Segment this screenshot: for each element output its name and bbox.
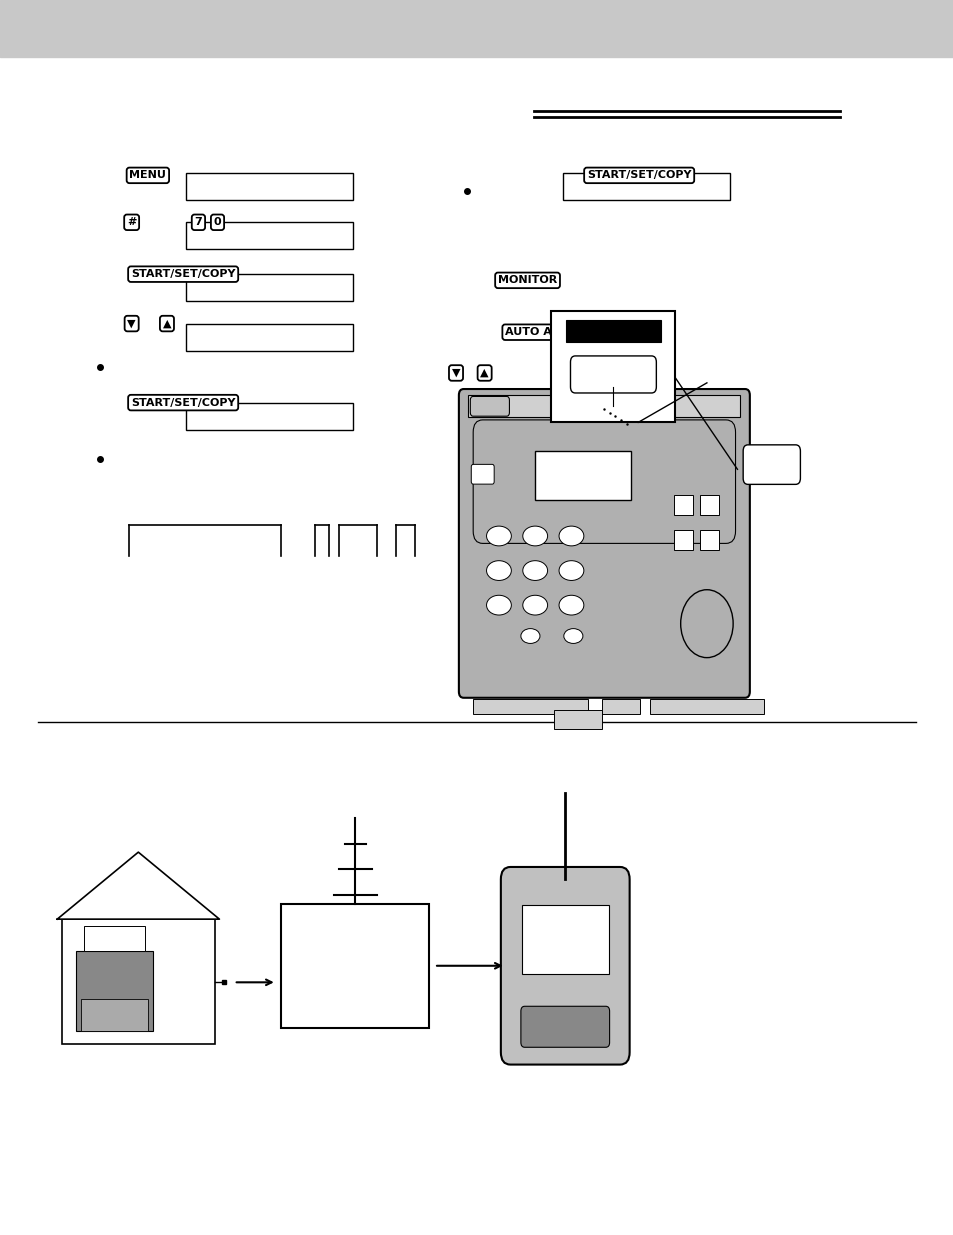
Text: ▼: ▼ bbox=[452, 368, 459, 378]
Bar bbox=[649, 699, 763, 714]
Bar bbox=[673, 495, 692, 515]
Text: ▲: ▲ bbox=[480, 368, 488, 378]
Text: 0: 0 bbox=[213, 217, 221, 227]
Ellipse shape bbox=[679, 590, 732, 657]
Polygon shape bbox=[57, 852, 219, 919]
FancyBboxPatch shape bbox=[520, 1007, 609, 1047]
Bar bbox=[521, 905, 608, 974]
Text: AUTO ANSWER: AUTO ANSWER bbox=[505, 327, 597, 337]
Text: ▲: ▲ bbox=[163, 319, 171, 329]
Ellipse shape bbox=[486, 595, 511, 615]
FancyBboxPatch shape bbox=[742, 445, 800, 484]
Bar bbox=[601, 699, 639, 714]
Bar bbox=[551, 311, 675, 422]
Text: ▼: ▼ bbox=[128, 319, 135, 329]
FancyBboxPatch shape bbox=[473, 420, 735, 543]
Bar bbox=[565, 320, 660, 342]
Bar bbox=[62, 919, 214, 1044]
Bar bbox=[186, 274, 353, 301]
Ellipse shape bbox=[522, 526, 547, 546]
Text: MENU: MENU bbox=[130, 170, 166, 180]
Text: #: # bbox=[127, 217, 136, 227]
FancyBboxPatch shape bbox=[470, 396, 509, 416]
Bar bbox=[281, 904, 429, 1028]
Bar bbox=[673, 530, 692, 550]
Text: START/SET/COPY: START/SET/COPY bbox=[131, 398, 235, 408]
Text: MONITOR: MONITOR bbox=[497, 275, 557, 285]
Bar bbox=[186, 324, 353, 351]
Bar bbox=[535, 451, 630, 500]
FancyBboxPatch shape bbox=[570, 356, 656, 393]
Bar bbox=[562, 173, 729, 200]
Ellipse shape bbox=[563, 629, 582, 643]
Bar bbox=[700, 495, 719, 515]
Text: START/SET/COPY: START/SET/COPY bbox=[131, 269, 235, 279]
Text: START/SET/COPY: START/SET/COPY bbox=[586, 170, 691, 180]
Bar bbox=[700, 530, 719, 550]
Bar bbox=[186, 403, 353, 430]
FancyBboxPatch shape bbox=[458, 389, 749, 698]
Bar bbox=[554, 710, 601, 729]
Ellipse shape bbox=[558, 526, 583, 546]
FancyBboxPatch shape bbox=[500, 867, 629, 1065]
Ellipse shape bbox=[522, 561, 547, 580]
Ellipse shape bbox=[558, 595, 583, 615]
Ellipse shape bbox=[520, 629, 539, 643]
FancyBboxPatch shape bbox=[471, 464, 494, 484]
Bar bbox=[0, 0, 953, 57]
Ellipse shape bbox=[486, 526, 511, 546]
Bar bbox=[81, 999, 148, 1031]
Bar bbox=[76, 951, 152, 1031]
Text: 7: 7 bbox=[194, 217, 202, 227]
Bar bbox=[84, 926, 145, 951]
Ellipse shape bbox=[522, 595, 547, 615]
Bar bbox=[473, 699, 587, 714]
Bar bbox=[468, 395, 740, 417]
Bar bbox=[186, 222, 353, 249]
Ellipse shape bbox=[486, 561, 511, 580]
Ellipse shape bbox=[558, 561, 583, 580]
Bar bbox=[186, 173, 353, 200]
